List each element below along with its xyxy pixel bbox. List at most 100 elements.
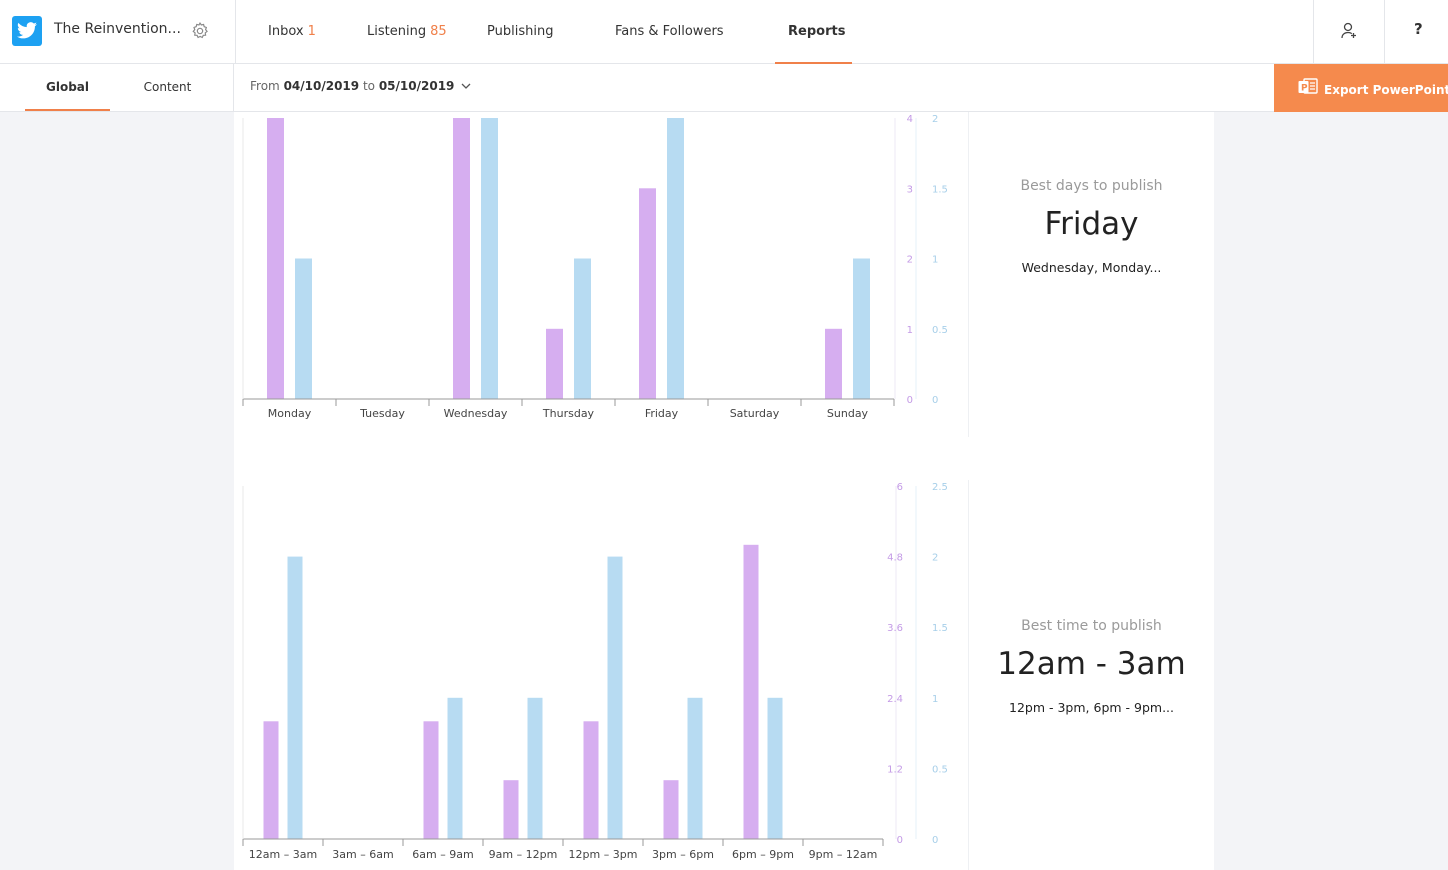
nav-fans-followers[interactable]: Fans & Followers [615,0,725,63]
left-tick-label-1-3: 3.6 [887,623,903,634]
right-tick-label-0-2: 1 [932,255,938,266]
divider-time [968,480,969,870]
right-tick-label-1-2: 1 [932,694,938,705]
right-tick-label-0-4: 2 [932,114,938,125]
bar-1-blue-0 [287,556,303,839]
x-tick-label-1-7: 9pm – 12am [809,848,878,861]
bar-1-blue-5 [687,697,703,839]
bar-0-purple-2 [453,118,470,399]
divider-days [968,112,969,437]
account-name: The Reinvention... [54,21,181,37]
right-tick-label-1-1: 0.5 [932,764,948,775]
best-time-summary: Best time to publish 12am - 3am 12pm - 3… [969,618,1214,715]
left-tick-label-0-3: 3 [907,184,913,195]
help-icon: ? [1414,20,1423,38]
right-tick-label-1-4: 2 [932,553,938,564]
add-user-button[interactable] [1313,0,1384,63]
gear-icon[interactable] [190,21,210,41]
best-time-others: 12pm - 3pm, 6pm - 9pm... [1009,700,1174,715]
left-tick-label-0-1: 1 [907,325,913,336]
left-tick-label-1-0: 0 [897,835,903,846]
twitter-icon [12,16,42,46]
tab-content[interactable]: Content [125,64,210,111]
account-switcher[interactable]: The Reinvention... [0,0,236,63]
x-tick-label-0-2: Wednesday [444,407,508,420]
export-powerpoint-button[interactable]: P Export PowerPoint [1274,64,1448,112]
bar-1-purple-0 [263,721,279,839]
x-tick-label-1-5: 3pm – 6pm [652,848,714,861]
bar-0-blue-6 [853,258,870,399]
svg-text:P: P [1301,84,1308,94]
nav-inbox-label: Inbox [268,24,304,39]
bar-1-blue-6 [767,697,783,839]
chevron-down-icon [461,83,471,89]
date-to: 05/10/2019 [378,79,455,93]
nav-publishing[interactable]: Publishing [487,0,557,63]
right-tick-label-1-5: 2.5 [932,482,948,493]
report-tabs: Global Content [0,64,234,111]
bar-0-purple-3 [546,328,563,400]
best-time-value: 12am - 3am [997,646,1186,682]
tab-global[interactable]: Global [25,64,110,111]
tab-content-label: Content [143,80,192,94]
left-tick-label-1-1: 1.2 [887,764,903,775]
sub-bar: Global Content From 04/10/2019 to 05/10/… [0,64,1448,112]
charts-canvas: Monday Tuesday Wednesday Thursday Friday Satu… [242,114,948,861]
x-tick-label-0-1: Tuesday [359,407,405,420]
date-separator: to [362,79,375,93]
x-tick-label-1-0: 12am – 3am [249,848,317,861]
x-tick-label-0-0: Monday [268,407,312,420]
left-tick-label-0-4: 4 [907,114,913,125]
best-day-value: Friday [1044,206,1139,242]
date-from: 04/10/2019 [283,79,360,93]
bar-1-purple-5 [663,780,679,839]
bar-1-purple-2 [423,721,439,839]
date-range-picker[interactable]: From 04/10/2019 to 05/10/2019 [250,79,471,93]
x-tick-label-1-2: 6am – 9am [412,848,473,861]
x-tick-label-0-6: Sunday [827,407,869,420]
help-button[interactable]: ? [1384,0,1448,63]
nav-listening-label: Listening [367,24,427,39]
left-tick-label-1-4: 4.8 [887,553,903,564]
best-days-others: Wednesday, Monday... [1021,260,1162,275]
tab-global-label: Global [45,80,89,94]
right-tick-label-0-0: 0 [932,395,938,406]
bar-0-blue-2 [481,118,498,399]
nav-listening[interactable]: Listening 85 [367,0,457,63]
right-tick-label-0-1: 0.5 [932,325,948,336]
best-days-summary: Best days to publish Friday Wednesday, M… [969,178,1214,275]
best-days-title: Best days to publish [1020,178,1163,194]
bar-1-purple-4 [583,721,599,839]
bar-1-blue-3 [527,697,543,839]
nav-reports-label: Reports [788,24,846,39]
bar-0-blue-0 [295,258,312,399]
nav-fans-followers-label: Fans & Followers [615,24,724,39]
inbox-count-badge: 1 [307,24,316,39]
x-tick-label-0-5: Saturday [730,407,780,420]
bar-0-blue-3 [574,258,591,399]
right-tick-label-1-3: 1.5 [932,623,948,634]
nav-publishing-label: Publishing [487,24,554,39]
right-tick-label-0-3: 1.5 [932,184,948,195]
bar-1-purple-6 [743,544,759,839]
bar-0-purple-0 [267,118,284,399]
x-tick-label-0-3: Thursday [542,407,595,420]
left-tick-label-1-2: 2.4 [887,694,903,705]
x-tick-label-1-3: 9am – 12pm [489,848,558,861]
export-powerpoint-label: Export PowerPoint [1324,83,1448,97]
bar-0-purple-4 [639,188,656,400]
nav-reports[interactable]: Reports [775,0,852,64]
add-user-icon [1341,22,1356,39]
nav-inbox[interactable]: Inbox 1 [268,0,328,63]
x-tick-label-1-6: 6pm – 9pm [732,848,794,861]
best-time-title: Best time to publish [1021,618,1162,634]
left-tick-label-0-0: 0 [907,395,913,406]
right-tick-label-1-0: 0 [932,835,938,846]
bar-0-blue-4 [667,118,684,399]
bar-1-blue-4 [607,556,623,839]
powerpoint-icon: P [1298,78,1318,94]
bar-1-purple-3 [503,780,519,839]
bar-0-purple-6 [825,328,842,400]
date-prefix: From [250,79,280,93]
top-bar: The Reinvention... Inbox 1 Listening 85 Pu… [0,0,1448,64]
